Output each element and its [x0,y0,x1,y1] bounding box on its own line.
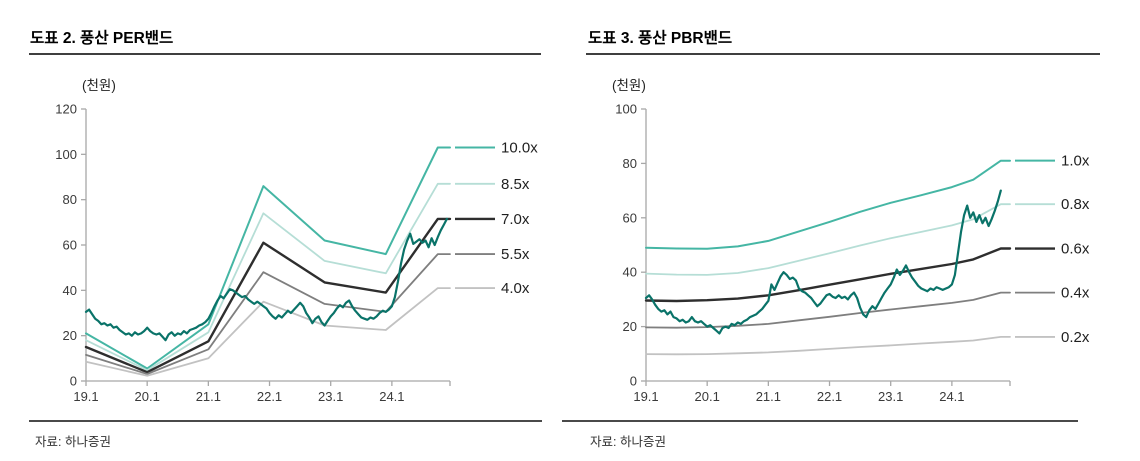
series-line-pbr-0.6x [644,247,1012,303]
series-line-pbr-0.2x [645,335,1011,356]
per-unit-label: (천원) [82,78,116,93]
x-tick-label: 24.1 [379,389,404,404]
y-tick-label: 60 [63,238,77,253]
band-label-pbr-1.0x: 1.0x [1061,153,1090,170]
series-line-price [644,189,1002,335]
pbr-footer-rule [562,420,1078,422]
band-label-per-4.0x: 4.0x [501,280,530,297]
y-tick-label: 20 [63,328,77,343]
x-tick-label: 19.1 [73,389,98,404]
pbr-title-rule [586,53,1100,55]
pbr-source-label: 자료: 하나증권 [590,435,666,449]
y-tick-label: 0 [630,374,637,389]
per-chart-title: 도표 2. 풍산 PER밴드 [30,30,174,47]
series-line-price [84,217,448,342]
y-tick-label: 100 [55,147,77,162]
band-label-per-5.5x: 5.5x [501,246,530,263]
band-label-pbr-0.8x: 0.8x [1061,196,1090,213]
series-line-per-4.0x [85,287,451,377]
band-label-pbr-0.6x: 0.6x [1061,241,1090,258]
tick-labels: 0 20 40 60 80 100 19.1 20.1 21.1 22.1 23.1 24.1 [615,102,964,405]
x-tick-label: 19.1 [633,389,658,404]
y-tick-label: 80 [623,156,637,171]
series-line-per-5.5x [85,253,451,375]
per-source-label: 자료: 하나증권 [35,435,111,449]
x-tick-label: 20.1 [135,389,160,404]
y-tick-label: 40 [63,283,77,298]
y-tick-label: 100 [615,102,637,117]
band-label-per-7.0x: 7.0x [501,211,530,228]
band-label-pbr-0.2x: 0.2x [1061,329,1090,346]
band-label-pbr-0.4x: 0.4x [1061,285,1090,302]
x-tick-label: 23.1 [318,389,343,404]
series-line-per-7.0x [84,217,452,374]
axes [81,108,451,386]
x-tick-label: 21.1 [196,389,221,404]
x-tick-label: 20.1 [695,389,720,404]
per-title-rule [29,53,541,55]
y-tick-label: 0 [70,374,77,389]
tick-labels: 0 20 40 60 80 100 120 19.1 20.1 21.1 22.1 23.1 24.1 [55,102,404,405]
y-tick-label: 60 [623,210,637,225]
y-tick-label: 80 [63,192,77,207]
y-tick-label: 40 [623,265,637,280]
pbr-unit-label: (천원) [612,78,646,93]
y-tick-label: 120 [55,102,77,117]
x-tick-label: 22.1 [817,389,842,404]
per-band-chart: 0 20 40 60 80 100 120 19.1 20.1 21.1 22.1 23.1 24.1 1… [55,102,538,405]
x-tick-label: 24.1 [939,389,964,404]
series-line-per-8.5x [85,182,451,372]
y-tick-label: 20 [623,319,637,334]
pbr-band-chart: 0 20 40 60 80 100 19.1 20.1 21.1 22.1 23.1 24.1 1.0x… [615,102,1090,405]
x-tick-label: 23.1 [878,389,903,404]
band-label-per-10.0x: 10.0x [501,140,538,157]
pbr-chart-title: 도표 3. 풍산 PBR밴드 [588,30,733,47]
x-tick-label: 22.1 [257,389,282,404]
series-line-pbr-0.8x [645,203,1011,276]
series-line-pbr-1.0x [645,159,1011,250]
per-footer-rule [29,420,542,422]
series-line-per-10.0x [85,146,451,370]
axes [641,108,1011,386]
x-tick-label: 21.1 [756,389,781,404]
band-label-per-8.5x: 8.5x [501,176,530,193]
